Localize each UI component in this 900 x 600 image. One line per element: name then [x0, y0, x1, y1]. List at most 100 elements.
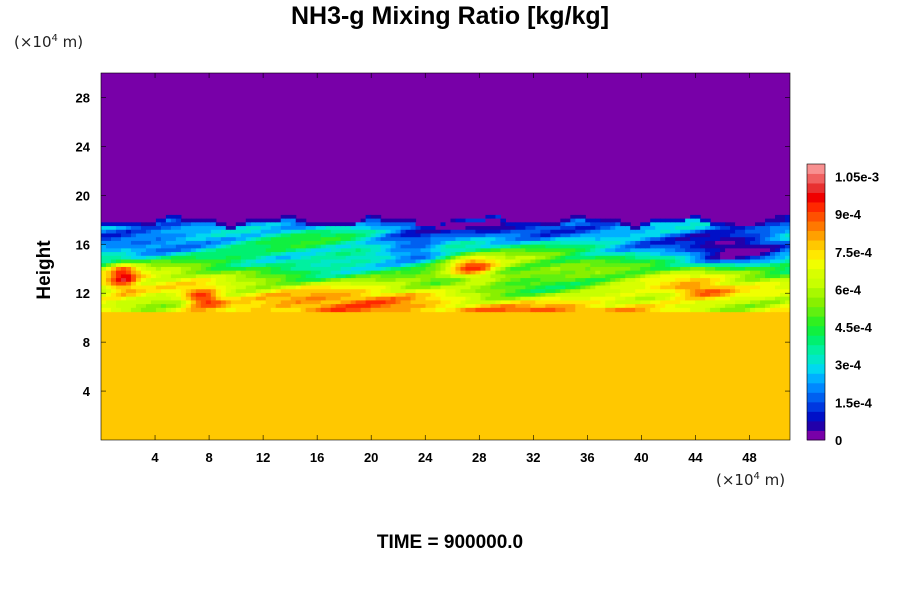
- field-cell: [125, 307, 132, 313]
- field-cell: [245, 307, 252, 313]
- field-cell: [380, 259, 387, 264]
- field-cell: [535, 270, 541, 275]
- field-cell: [420, 240, 427, 246]
- field-cell: [745, 292, 751, 298]
- field-cell: [130, 292, 137, 298]
- field-cell: [360, 281, 367, 287]
- field-cell: [565, 237, 571, 242]
- field-cell: [255, 222, 262, 227]
- field-cell: [140, 229, 147, 235]
- field-cell: [110, 285, 117, 290]
- field-cell: [630, 307, 636, 313]
- field-cell: [610, 289, 616, 294]
- field-cell: [760, 281, 766, 287]
- field-cell: [200, 307, 207, 313]
- field-cell: [575, 233, 581, 238]
- field-cell: [265, 244, 272, 249]
- field-cell: [330, 296, 337, 301]
- field-cell: [710, 248, 716, 253]
- field-cell: [635, 229, 641, 235]
- field-cell: [670, 259, 676, 264]
- field-cell: [220, 226, 227, 231]
- field-cell: [210, 240, 217, 246]
- field-cell: [535, 263, 541, 268]
- field-cell: [640, 252, 646, 257]
- field-cell: [280, 226, 287, 231]
- field-cell: [770, 240, 776, 246]
- field-cell: [785, 263, 790, 268]
- field-cell: [460, 278, 467, 283]
- x-tick-label: 40: [634, 450, 648, 465]
- field-cell: [670, 244, 676, 249]
- field-cell: [605, 307, 611, 313]
- field-cell: [370, 214, 377, 220]
- field-cell: [690, 244, 696, 249]
- field-cell: [440, 304, 447, 309]
- field-cell: [550, 237, 556, 242]
- field-cell: [340, 266, 347, 272]
- field-cell: [170, 218, 177, 223]
- field-cell: [645, 233, 651, 238]
- field-cell: [650, 307, 656, 313]
- field-cell: [210, 244, 217, 249]
- field-cell: [340, 240, 347, 246]
- field-cell: [500, 233, 507, 238]
- field-cell: [440, 289, 447, 294]
- field-cell: [625, 300, 631, 305]
- field-cell: [175, 255, 182, 261]
- field-cell: [470, 222, 477, 227]
- field-cell: [510, 296, 516, 301]
- field-cell: [640, 292, 646, 298]
- field-cell: [505, 244, 511, 249]
- field-cell: [145, 252, 152, 257]
- field-cell: [460, 259, 467, 264]
- colorbar-swatch: [807, 306, 825, 317]
- field-cell: [575, 292, 581, 298]
- field-cell: [240, 292, 247, 298]
- field-cell: [350, 292, 357, 298]
- field-cell: [160, 304, 167, 309]
- field-cell: [180, 263, 187, 268]
- field-cell: [785, 244, 790, 249]
- field-cell: [210, 292, 217, 298]
- field-cell: [145, 248, 152, 253]
- field-cell: [105, 289, 112, 294]
- field-cell: [615, 252, 621, 257]
- field-cell: [295, 255, 302, 261]
- field-cell: [785, 255, 790, 261]
- field-cell: [220, 240, 227, 246]
- field-cell: [325, 255, 332, 261]
- field-cell: [375, 226, 382, 231]
- field-cell: [600, 244, 606, 249]
- field-cell: [560, 292, 566, 298]
- field-cell: [320, 307, 327, 313]
- field-cell: [385, 252, 392, 257]
- field-cell: [510, 248, 516, 253]
- field-cell: [415, 222, 422, 227]
- field-cell: [115, 274, 122, 279]
- field-cell: [255, 252, 262, 257]
- field-cell: [160, 274, 167, 279]
- field-cell: [510, 274, 516, 279]
- field-cell: [280, 237, 287, 242]
- field-cell: [475, 259, 482, 264]
- field-cell: [465, 296, 472, 301]
- field-cell: [680, 218, 686, 223]
- field-cell: [135, 248, 142, 253]
- field-cell: [610, 226, 616, 231]
- field-cell: [165, 263, 172, 268]
- field-cell: [345, 307, 352, 313]
- field-cell: [290, 229, 297, 235]
- field-cell: [530, 281, 536, 287]
- field-cell: [340, 274, 347, 279]
- field-cell: [485, 229, 492, 235]
- field-cell: [680, 229, 686, 235]
- field-cell: [590, 240, 596, 246]
- field-cell: [620, 226, 626, 231]
- field-cell: [605, 233, 611, 238]
- field-cell: [585, 266, 591, 272]
- field-cell: [215, 233, 222, 238]
- field-cell: [285, 263, 292, 268]
- field-cell: [680, 307, 686, 313]
- field-cell: [775, 229, 781, 235]
